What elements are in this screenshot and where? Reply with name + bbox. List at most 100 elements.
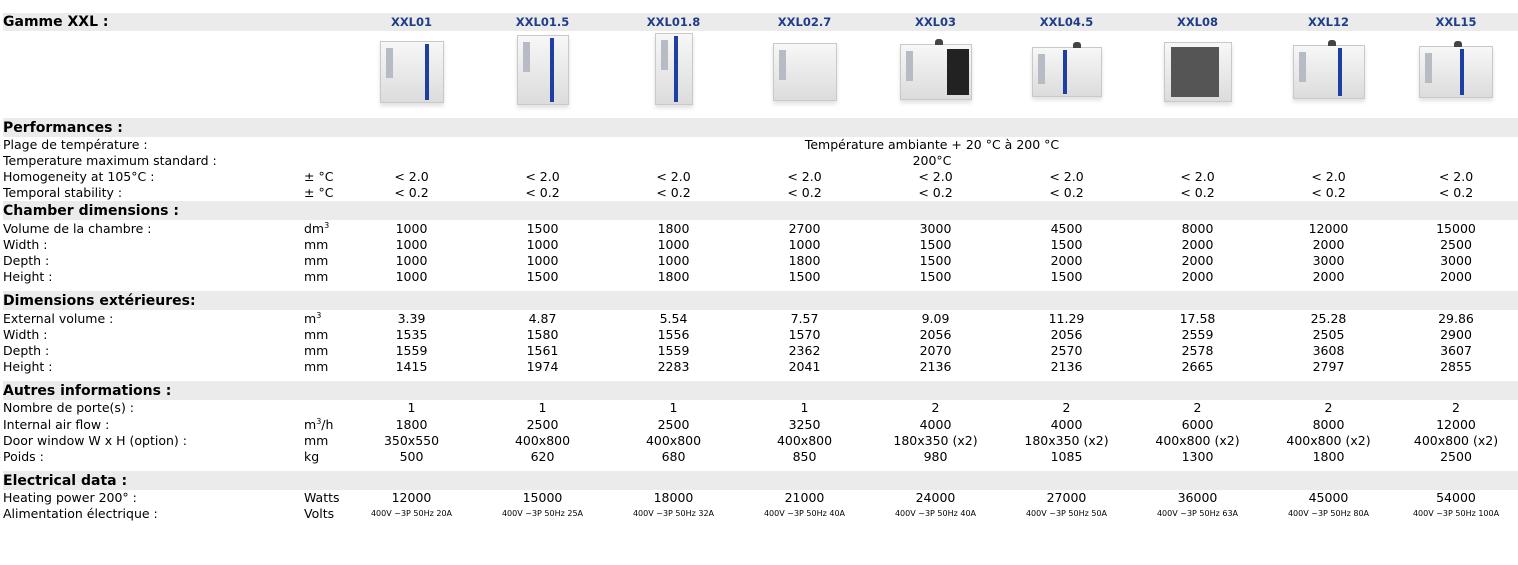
value-cell: 2: [1193, 400, 1202, 415]
row-unit: mm: [304, 269, 329, 284]
value-cell: 12000: [1436, 416, 1476, 432]
value-cell: 2000: [1312, 269, 1345, 284]
value-cell: 4.87: [528, 310, 557, 326]
table-row: Plage de température : Température ambia…: [3, 137, 1518, 153]
value-cell: 400V ~3P 50Hz 40A: [894, 509, 977, 518]
value-cell: 24000: [915, 490, 956, 505]
model-name: XXL03: [870, 13, 1001, 31]
value-cell: 29.86: [1438, 310, 1474, 326]
value-cell: 400x800 (x2): [1286, 433, 1371, 448]
value-cell: 3607: [1440, 343, 1472, 358]
section-other: Autres informations :: [3, 381, 1518, 400]
value-cell: 4500: [1050, 220, 1083, 236]
value-cell: 2283: [657, 359, 690, 374]
value-cell: 15000: [1436, 220, 1476, 236]
value-cell: 2: [931, 400, 940, 415]
value-cell: 1556: [657, 327, 690, 342]
value-cell: 1000: [657, 237, 690, 252]
value-cell: 2: [1324, 400, 1333, 415]
value-cell: 180x350 (x2): [893, 433, 978, 448]
value-cell: 1000: [526, 253, 559, 268]
row-unit: [300, 400, 346, 416]
value-cell: 1800: [788, 253, 821, 268]
value-cell: 1000: [395, 253, 428, 268]
value-cell: 12000: [391, 490, 432, 505]
value-cell: 2570: [1050, 343, 1083, 358]
table-row: Nombre de porte(s) : 1 1 1 1 2 2 2 2 2: [3, 400, 1518, 416]
value-cell: 1559: [657, 343, 690, 358]
header-row: Gamme XXL : XXL01 XXL01.5 XXL01.8 XXL02.…: [3, 13, 1518, 31]
spec-table: Gamme XXL : XXL01 XXL01.5 XXL01.8 XXL02.…: [3, 13, 1518, 528]
value-cell: 400V ~3P 50Hz 80A: [1287, 509, 1370, 518]
value-cell: 1500: [526, 220, 559, 236]
table-row: Depth : mm 1000 1000 1000 1800 1500 2000 2000 300…: [3, 253, 1518, 269]
row-unit: mm: [304, 343, 329, 358]
value-cell: 2578: [1181, 343, 1214, 358]
value-cell: 400V ~3P 50Hz 32A: [632, 509, 715, 518]
value-cell: 400V ~3P 50Hz 100A: [1412, 509, 1500, 518]
value-cell: 2000: [1440, 269, 1472, 284]
section-title: Electrical data :: [3, 471, 1518, 490]
value-cell: 1300: [1181, 449, 1214, 464]
value-cell: 1974: [526, 359, 559, 374]
value-cell: 1000: [395, 220, 428, 236]
model-name: XXL01.8: [608, 13, 739, 31]
value-cell: 5.54: [659, 310, 688, 326]
table-row: Depth : mm 1559 1561 1559 2362 2070 2570 2578 360…: [3, 343, 1518, 359]
value-cell: 2500: [657, 416, 690, 432]
value-cell: 400x800: [645, 433, 702, 448]
value-cell: 1570: [788, 327, 821, 342]
value-cell: 7.57: [790, 310, 819, 326]
table-row: Height : mm 1000 1500 1800 1500 1500 1500 2000 20…: [3, 269, 1518, 285]
value-cell: 1535: [395, 327, 428, 342]
oven-image: [772, 42, 837, 101]
value-cell: 1800: [657, 269, 690, 284]
value-cell: 12000: [1308, 220, 1349, 236]
pictures-row: [3, 31, 1518, 110]
value-cell: 2041: [788, 359, 821, 374]
value-cell: 2559: [1181, 327, 1214, 342]
row-label: Width :: [3, 237, 48, 252]
row-unit: mm: [304, 237, 329, 252]
value-cell: 8000: [1181, 220, 1214, 236]
oven-open-door-image: [899, 38, 972, 100]
value-cell: 2505: [1312, 327, 1345, 342]
value-cell: 1085: [1050, 449, 1083, 464]
row-label: Volume de la chambre :: [3, 220, 152, 236]
value-cell: 17.58: [1179, 310, 1216, 326]
value-cell: 1800: [395, 416, 428, 432]
value-cell: 2056: [1050, 327, 1083, 342]
temp-max-value: 200°C: [912, 153, 952, 168]
value-cell: 2700: [788, 220, 821, 236]
oven-image: [1419, 40, 1493, 98]
value-cell: 3250: [788, 416, 821, 432]
value-cell: 1500: [919, 269, 952, 284]
row-label: Depth :: [3, 253, 50, 268]
section-performances: Performances :: [3, 118, 1518, 137]
row-label: Alimentation électrique :: [3, 506, 158, 521]
row-label: Poids :: [3, 449, 44, 464]
table-row: Alimentation électrique : Volts 400V ~3P 5…: [3, 506, 1518, 522]
row-label: Depth :: [3, 343, 50, 358]
section-title: Dimensions extérieures:: [3, 291, 1518, 310]
row-unit: mm: [304, 253, 329, 268]
value-cell: 1000: [657, 253, 690, 268]
value-cell: 400V ~3P 50Hz 20A: [370, 509, 453, 518]
table-row: Heating power 200° : Watts 12000 15000 18000…: [3, 490, 1518, 506]
value-cell: 1: [538, 400, 547, 415]
oven-image: [516, 34, 569, 105]
value-cell: 400x800: [776, 433, 833, 448]
value-cell: 2: [1452, 400, 1460, 415]
table-row: External volume : m3 3.39 4.87 5.54 7.57 9.09 1…: [3, 310, 1518, 327]
model-name: XXL12: [1263, 13, 1394, 31]
row-unit: m3: [304, 310, 322, 326]
value-cell: 3.39: [397, 310, 426, 326]
value-cell: 3608: [1312, 343, 1345, 358]
row-label: Door window W x H (option) :: [3, 433, 187, 448]
section-title: Chamber dimensions :: [3, 201, 1518, 220]
row-unit: Watts: [304, 490, 340, 505]
oven-image: [1292, 39, 1365, 99]
value-cell: 2000: [1312, 237, 1345, 252]
oven-image: [1031, 41, 1102, 97]
model-name: XXL04.5: [1001, 13, 1132, 31]
